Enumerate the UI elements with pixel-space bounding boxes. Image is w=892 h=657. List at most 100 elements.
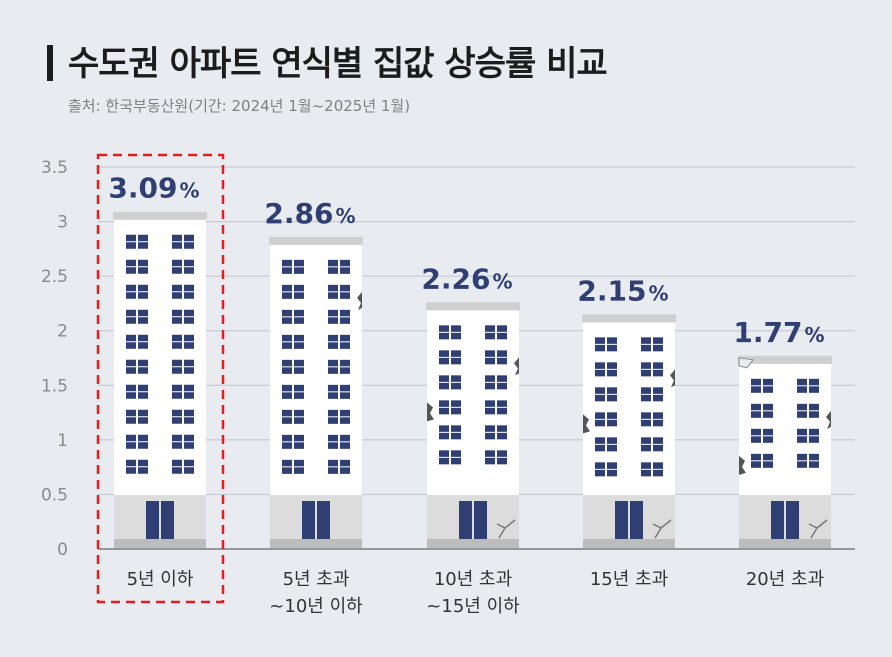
- title-accent-bar: [47, 45, 53, 81]
- crack-mark: [427, 402, 434, 422]
- category-label: 10년 초과 ~15년 이하: [426, 569, 520, 617]
- value-label: 2.86%: [264, 197, 355, 230]
- chart-title: 수도권 아파트 연식별 집값 상승률 비교: [68, 44, 608, 84]
- window: [172, 384, 194, 399]
- building-ground-floor: [427, 495, 519, 541]
- window: [328, 284, 350, 299]
- y-tick-label: 2.5: [41, 267, 68, 287]
- window: [595, 437, 617, 452]
- crack-mark: [357, 291, 362, 310]
- building-ground-floor: [739, 495, 831, 541]
- window: [439, 375, 461, 390]
- window: [485, 325, 507, 340]
- window: [797, 453, 819, 468]
- window: [751, 403, 773, 418]
- window: [485, 400, 507, 415]
- window: [439, 350, 461, 365]
- window: [282, 434, 304, 449]
- building-base: [114, 539, 206, 548]
- window: [328, 334, 350, 349]
- bar: [426, 302, 520, 548]
- building-ground-floor: [114, 495, 206, 541]
- window: [282, 384, 304, 399]
- category-label: 5년 이하: [127, 569, 194, 590]
- window: [172, 459, 194, 474]
- window: [485, 350, 507, 365]
- y-tick-label: 0.5: [41, 485, 68, 505]
- building-base: [739, 539, 831, 548]
- window: [172, 259, 194, 274]
- window: [126, 409, 148, 424]
- window: [595, 387, 617, 402]
- value-label: 1.77%: [733, 316, 824, 349]
- window: [126, 384, 148, 399]
- value-label: 2.26%: [421, 262, 512, 295]
- door-left: [302, 501, 315, 539]
- door-right: [474, 501, 487, 539]
- window: [439, 400, 461, 415]
- building-roof: [582, 314, 676, 323]
- door-left: [771, 501, 784, 539]
- window: [595, 412, 617, 427]
- highlight-box: [96, 153, 225, 604]
- window: [797, 378, 819, 393]
- window: [172, 409, 194, 424]
- crack-mark: [670, 369, 675, 388]
- window: [641, 362, 663, 377]
- y-tick-label: 3: [57, 213, 68, 233]
- window: [439, 425, 461, 440]
- y-tick-label: 2: [57, 322, 68, 342]
- building-base: [427, 539, 519, 548]
- window: [172, 359, 194, 374]
- window: [126, 284, 148, 299]
- crack-line: [808, 519, 828, 539]
- window: [126, 459, 148, 474]
- window: [126, 259, 148, 274]
- window: [641, 437, 663, 452]
- value-label: 3.09%: [108, 172, 199, 205]
- window: [641, 387, 663, 402]
- window: [282, 409, 304, 424]
- y-tick-label: 1: [57, 431, 68, 451]
- window: [595, 462, 617, 477]
- window: [172, 334, 194, 349]
- building-base: [583, 539, 675, 548]
- window: [485, 450, 507, 465]
- category-label: 15년 초과: [590, 569, 668, 590]
- window: [328, 459, 350, 474]
- door-right: [630, 501, 643, 539]
- window: [328, 409, 350, 424]
- window: [641, 337, 663, 352]
- crack-mark: [826, 410, 831, 429]
- building-roof: [426, 302, 520, 311]
- window: [439, 325, 461, 340]
- window: [172, 309, 194, 324]
- category-label: 5년 초과 ~10년 이하: [269, 569, 363, 617]
- window: [126, 334, 148, 349]
- window: [751, 453, 773, 468]
- window: [595, 337, 617, 352]
- door-left: [146, 501, 159, 539]
- crack-line: [496, 519, 516, 539]
- building-roof: [269, 236, 363, 245]
- y-tick-label: 3.5: [41, 158, 68, 178]
- window: [172, 434, 194, 449]
- window: [797, 428, 819, 443]
- door-left: [615, 501, 628, 539]
- window: [282, 284, 304, 299]
- window: [126, 434, 148, 449]
- window: [595, 362, 617, 377]
- building-ground-floor: [583, 495, 675, 541]
- value-label: 2.15%: [577, 274, 668, 307]
- window: [282, 259, 304, 274]
- crack-mark: [739, 455, 746, 475]
- building-base: [270, 539, 362, 548]
- window: [172, 284, 194, 299]
- crack-mark: [738, 357, 754, 369]
- door-left: [459, 501, 472, 539]
- window: [439, 450, 461, 465]
- door-right: [317, 501, 330, 539]
- category-label: 20년 초과: [746, 569, 824, 590]
- window: [282, 334, 304, 349]
